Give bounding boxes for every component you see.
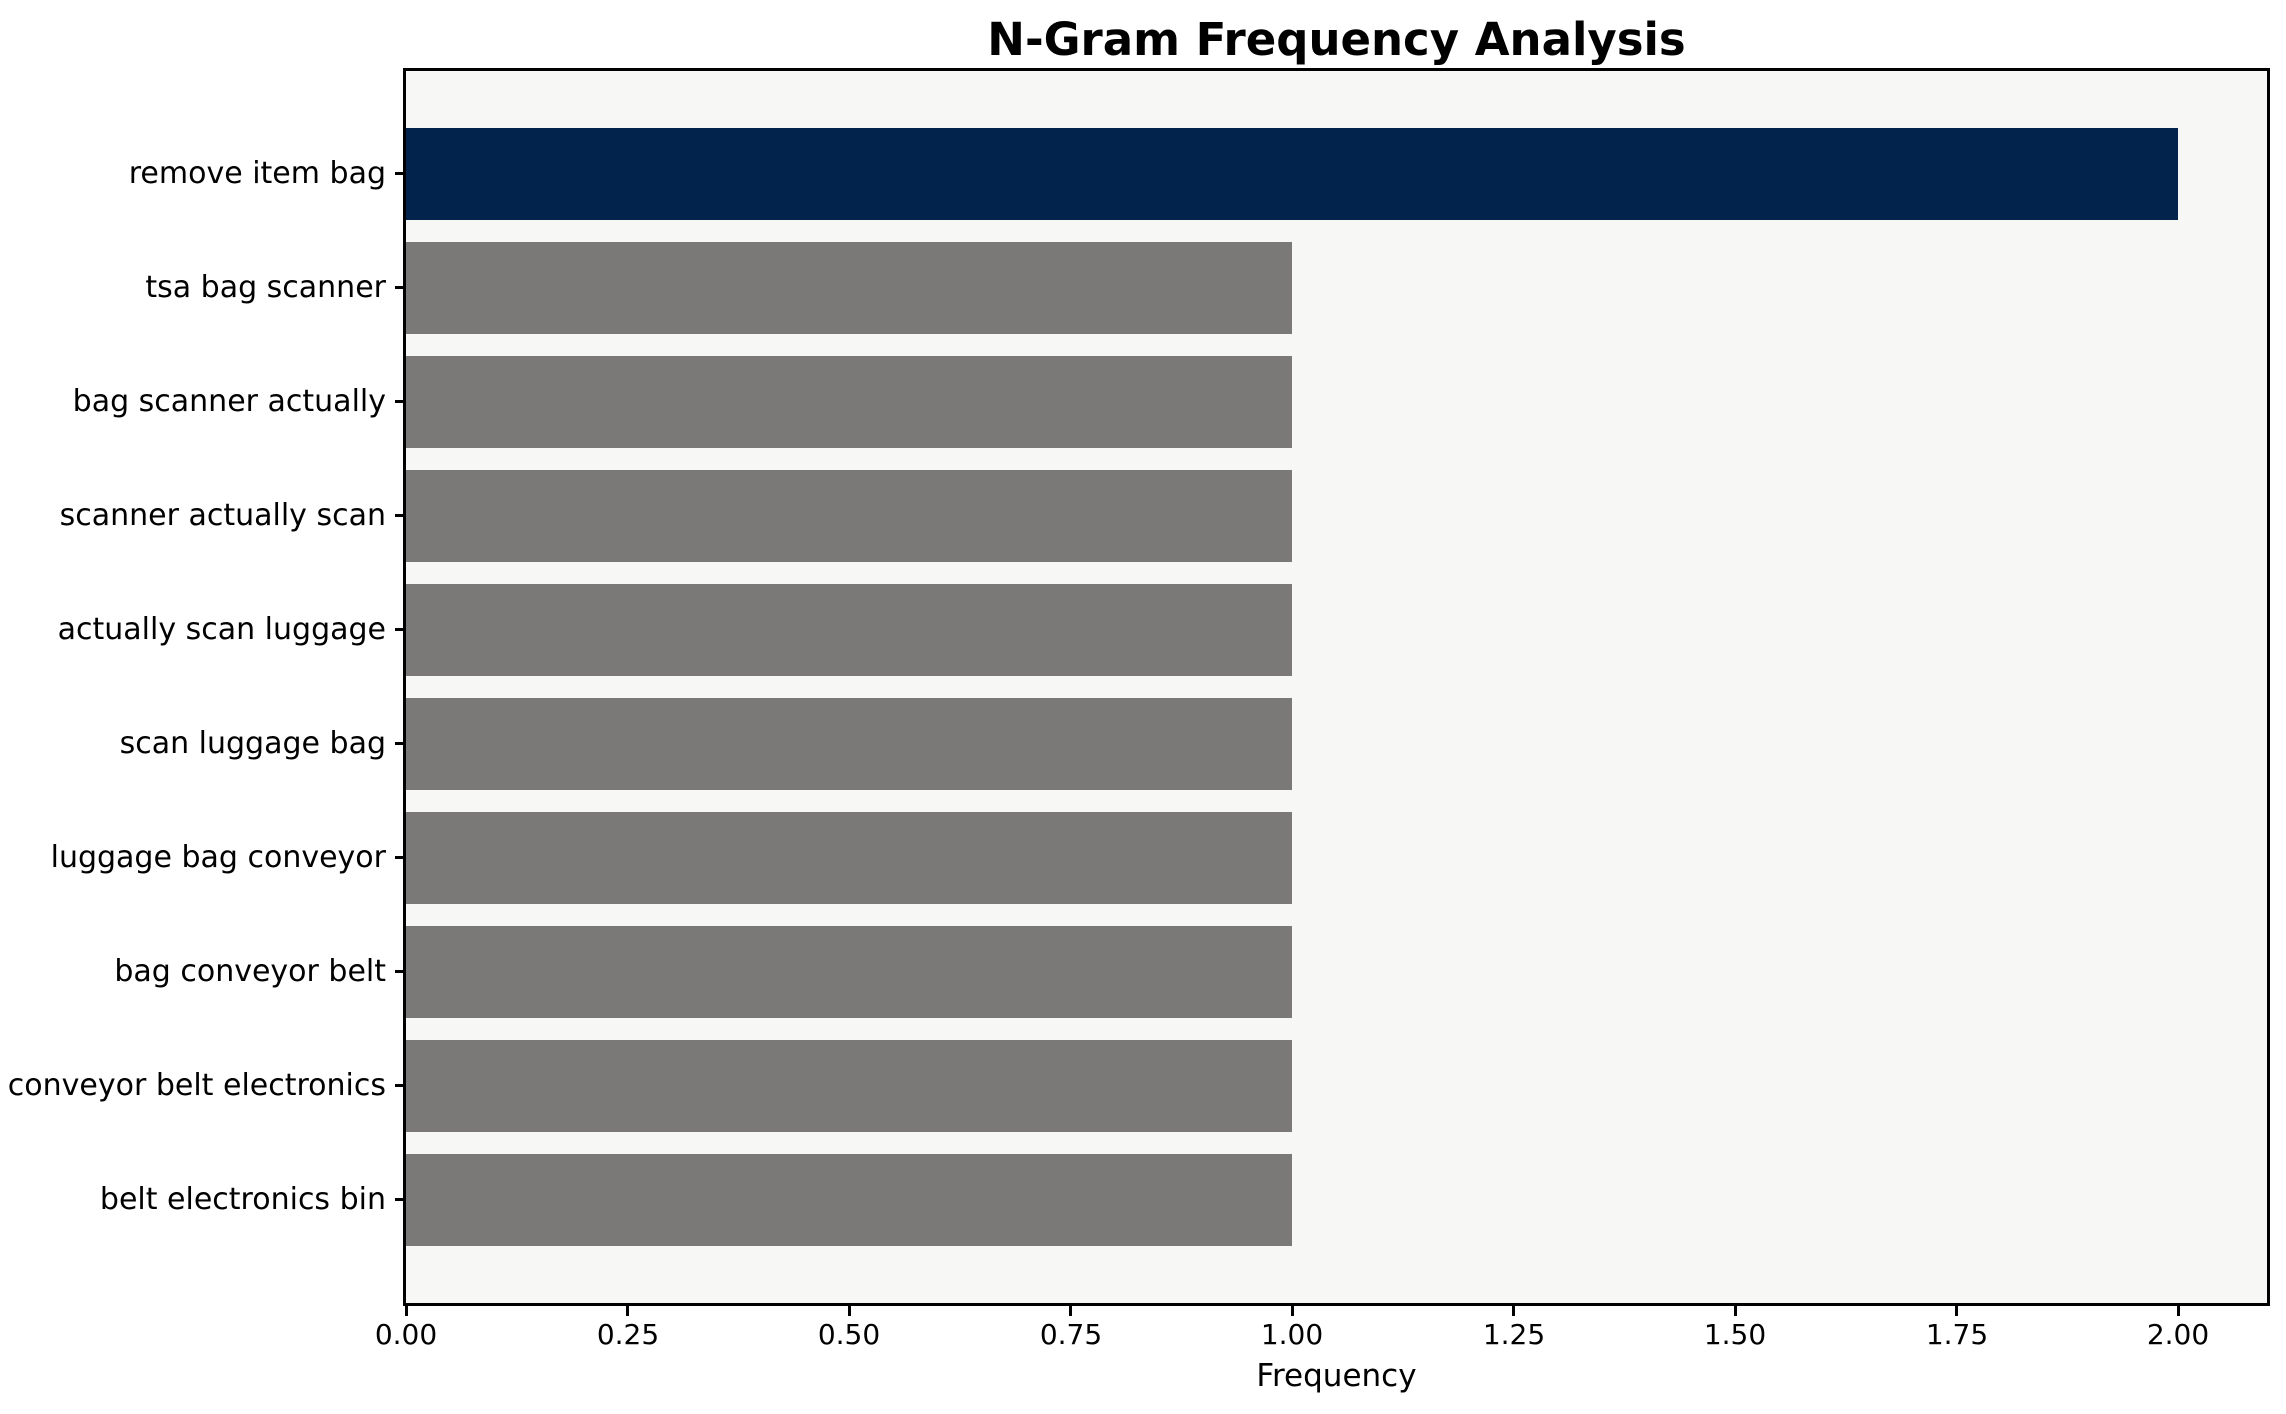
bar [406,698,1293,790]
bar [406,584,1293,676]
x-tick-mark [1069,1306,1072,1316]
y-tick-mark [395,286,406,289]
bar [406,470,1293,562]
y-tick-mark [395,742,406,745]
plot-area [403,68,2270,1306]
y-tick-label: belt electronics bin [99,1182,386,1217]
y-tick-label: scan luggage bag [119,726,386,761]
y-tick-mark [395,514,406,517]
x-tick-label: 2.00 [2146,1318,2210,1351]
bar [406,242,1293,334]
x-tick-mark [1291,1306,1294,1316]
x-tick-mark [1955,1306,1958,1316]
x-tick-mark [848,1306,851,1316]
bar [406,926,1293,1018]
y-tick-label: scanner actually scan [59,498,386,533]
y-tick-label: conveyor belt electronics [7,1068,386,1103]
x-tick-label: 1.00 [1260,1318,1324,1351]
y-tick-mark [395,400,406,403]
y-tick-mark [395,1198,406,1201]
x-tick-mark [2177,1306,2180,1316]
y-tick-label: luggage bag conveyor [50,840,386,875]
y-tick-mark [395,1084,406,1087]
x-tick-mark [1734,1306,1737,1316]
x-axis-label: Frequency [1256,1358,1417,1394]
y-tick-label: remove item bag [128,156,386,191]
x-tick-mark [405,1306,408,1316]
x-tick-mark [626,1306,629,1316]
y-tick-mark [395,628,406,631]
x-tick-label: 0.75 [1039,1318,1103,1351]
bar [406,128,2179,220]
x-tick-label: 1.75 [1925,1318,1989,1351]
y-tick-mark [395,856,406,859]
x-tick-label: 0.25 [596,1318,660,1351]
y-tick-label: tsa bag scanner [145,270,386,305]
x-tick-label: 1.25 [1482,1318,1546,1351]
y-tick-mark [395,172,406,175]
bar [406,1040,1293,1132]
chart-title: N-Gram Frequency Analysis [987,13,1686,66]
y-tick-label: actually scan luggage [57,612,386,647]
bar [406,812,1293,904]
y-tick-mark [395,970,406,973]
y-tick-label: bag conveyor belt [114,954,386,989]
bar [406,1154,1293,1246]
x-tick-label: 1.50 [1703,1318,1767,1351]
x-tick-label: 0.00 [374,1318,438,1351]
x-tick-mark [1512,1306,1515,1316]
bar [406,356,1293,448]
y-tick-label: bag scanner actually [72,384,386,419]
x-tick-label: 0.50 [817,1318,881,1351]
